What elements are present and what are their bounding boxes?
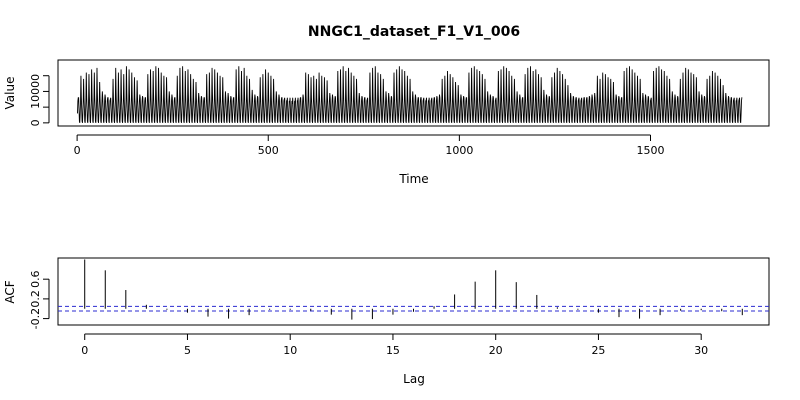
lag-axis-label: Lag [403, 372, 425, 386]
time-tick-label: 500 [258, 144, 279, 157]
acf-panel: 0 5 10 15 20 25 30 -0.20.2 0.6 Lag ACF [3, 257, 770, 386]
acf-bars [84, 259, 743, 320]
value-y-axis: 0 10000 [29, 74, 50, 126]
time-series-plot-box [57, 59, 770, 127]
lag-tick-label: 25 [591, 344, 605, 357]
acf-tick-label: 0.2 [29, 290, 42, 308]
time-axis-label: Time [398, 172, 428, 186]
lag-tick-label: 20 [489, 344, 503, 357]
acf-tick-label: 0.6 [29, 270, 42, 288]
lag-tick-label: 0 [81, 344, 88, 357]
acf-y-axis: -0.20.2 0.6 [29, 270, 50, 329]
chart-title: NNGC1_dataset_F1_V1_006 [308, 24, 520, 40]
lag-tick-label: 30 [694, 344, 708, 357]
value-tick-label: 10000 [29, 74, 42, 109]
lag-tick-label: 10 [283, 344, 297, 357]
time-tick-label: 1000 [445, 144, 473, 157]
time-tick-label: 0 [74, 144, 81, 157]
acf-axis-label: ACF [3, 280, 17, 303]
lag-tick-label: 15 [386, 344, 400, 357]
time-series-panel: 0 500 1000 1500 0 10000 Time Value [3, 59, 770, 186]
time-x-axis: 0 500 1000 1500 [74, 134, 665, 157]
acf-tick-label: -0.2 [29, 308, 42, 329]
value-tick-label: 0 [29, 119, 42, 126]
lag-x-axis: 0 5 10 15 20 25 30 [81, 333, 708, 357]
lag-tick-label: 5 [184, 344, 191, 357]
time-tick-label: 1500 [637, 144, 665, 157]
acf-plot-box [57, 257, 770, 326]
value-axis-label: Value [3, 77, 17, 110]
time-series-line [77, 66, 743, 123]
